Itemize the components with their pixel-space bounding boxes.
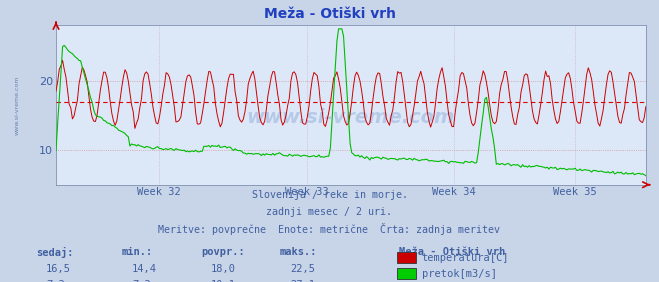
Text: Meža - Otiški vrh: Meža - Otiški vrh — [264, 7, 395, 21]
Text: Slovenija / reke in morje.: Slovenija / reke in morje. — [252, 190, 407, 200]
Text: 22,5: 22,5 — [290, 264, 315, 274]
Text: Meritve: povprečne  Enote: metrične  Črta: zadnja meritev: Meritve: povprečne Enote: metrične Črta:… — [159, 223, 500, 235]
Text: 7,3: 7,3 — [46, 280, 65, 282]
Text: 18,0: 18,0 — [211, 264, 236, 274]
Text: 27,1: 27,1 — [290, 280, 315, 282]
Text: maks.:: maks.: — [280, 247, 318, 257]
Text: zadnji mesec / 2 uri.: zadnji mesec / 2 uri. — [266, 207, 393, 217]
Text: povpr.:: povpr.: — [201, 247, 244, 257]
Text: Meža - Otiški vrh: Meža - Otiški vrh — [399, 247, 505, 257]
Text: temperatura[C]: temperatura[C] — [422, 253, 509, 263]
Text: 16,5: 16,5 — [46, 264, 71, 274]
Text: pretok[m3/s]: pretok[m3/s] — [422, 269, 497, 279]
Text: 7,3: 7,3 — [132, 280, 150, 282]
Text: www.si-vreme.com: www.si-vreme.com — [15, 75, 20, 135]
Text: 10,1: 10,1 — [211, 280, 236, 282]
Text: 14,4: 14,4 — [132, 264, 157, 274]
Text: min.:: min.: — [122, 247, 153, 257]
Text: www.si-vreme.com: www.si-vreme.com — [246, 108, 455, 127]
Text: sedaj:: sedaj: — [36, 247, 74, 258]
